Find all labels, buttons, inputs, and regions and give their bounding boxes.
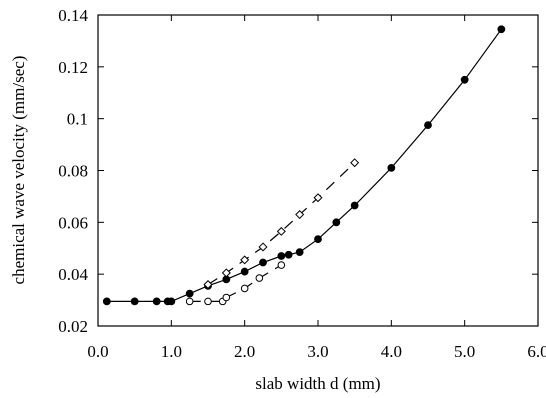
series-3-point-5 bbox=[240, 284, 249, 293]
series-3-point-2 bbox=[204, 297, 212, 306]
series-1-point-13 bbox=[295, 248, 304, 257]
series-3-point-7 bbox=[277, 261, 286, 269]
series-1-point-9 bbox=[240, 267, 249, 276]
y-tick-label: 0.1 bbox=[67, 110, 88, 129]
series-1-point-16 bbox=[350, 201, 359, 210]
series-1-point-11 bbox=[277, 252, 286, 260]
series-1-point-15 bbox=[332, 218, 341, 227]
series-2-point-6 bbox=[295, 210, 305, 220]
plot-frame bbox=[97, 14, 539, 327]
series-2-line bbox=[207, 162, 356, 286]
series-1-point-1 bbox=[102, 297, 111, 306]
series-3-line bbox=[189, 264, 282, 302]
y-tick-label: 0.06 bbox=[58, 213, 88, 232]
series-1-point-14 bbox=[314, 235, 322, 244]
series-1-point-5 bbox=[167, 297, 176, 306]
x-tick-label: 3.0 bbox=[307, 342, 328, 361]
series-1-point-10 bbox=[259, 258, 267, 267]
series-1-point-2 bbox=[130, 297, 139, 306]
series-2-point-4 bbox=[258, 242, 268, 252]
y-tick-label: 0.12 bbox=[58, 58, 88, 77]
series-1-point-3 bbox=[152, 297, 161, 306]
series-1-line bbox=[106, 28, 502, 302]
axis-ticks: 0.0 1.0 2.0 3.0 4.0 5.0 6.0 0.02 0.04 0.06 0.08 0.1… bbox=[58, 6, 546, 361]
y-tick-label: 0.04 bbox=[58, 265, 88, 284]
x-tick-label: 0.0 bbox=[87, 342, 108, 361]
series-2-point-2 bbox=[221, 268, 231, 278]
series-1-point-20 bbox=[497, 25, 506, 34]
series-1-point-12 bbox=[284, 250, 293, 259]
y-axis-title: chemical wave velocity (mm/sec) bbox=[9, 56, 28, 285]
y-tick-label: 0.08 bbox=[58, 162, 88, 181]
x-tick-label: 6.0 bbox=[527, 342, 546, 361]
series-2-point-7 bbox=[313, 193, 323, 203]
x-axis-title: slab width d (mm) bbox=[255, 374, 380, 393]
series-2-point-3 bbox=[240, 255, 250, 265]
series-1-point-6 bbox=[185, 289, 194, 298]
series-3-point-6 bbox=[255, 274, 264, 282]
series-1-point-18 bbox=[424, 121, 432, 130]
series-2-point-5 bbox=[276, 226, 286, 236]
series-lines bbox=[106, 28, 502, 302]
series-3-point-4 bbox=[222, 293, 231, 302]
y-tick-label: 0.14 bbox=[58, 6, 88, 25]
x-tick-label: 4.0 bbox=[381, 342, 402, 361]
series-1-point-17 bbox=[387, 164, 396, 172]
series-2-point-8 bbox=[350, 158, 360, 168]
x-tick-label: 2.0 bbox=[234, 342, 255, 361]
series-markers bbox=[102, 25, 506, 306]
series-2-point-1 bbox=[203, 280, 213, 290]
series-3-point-1 bbox=[185, 297, 194, 306]
y-tick-label: 0.02 bbox=[58, 317, 88, 336]
x-tick-label: 1.0 bbox=[161, 342, 182, 361]
series-1-point-19 bbox=[460, 75, 469, 84]
x-tick-label: 5.0 bbox=[454, 342, 475, 361]
